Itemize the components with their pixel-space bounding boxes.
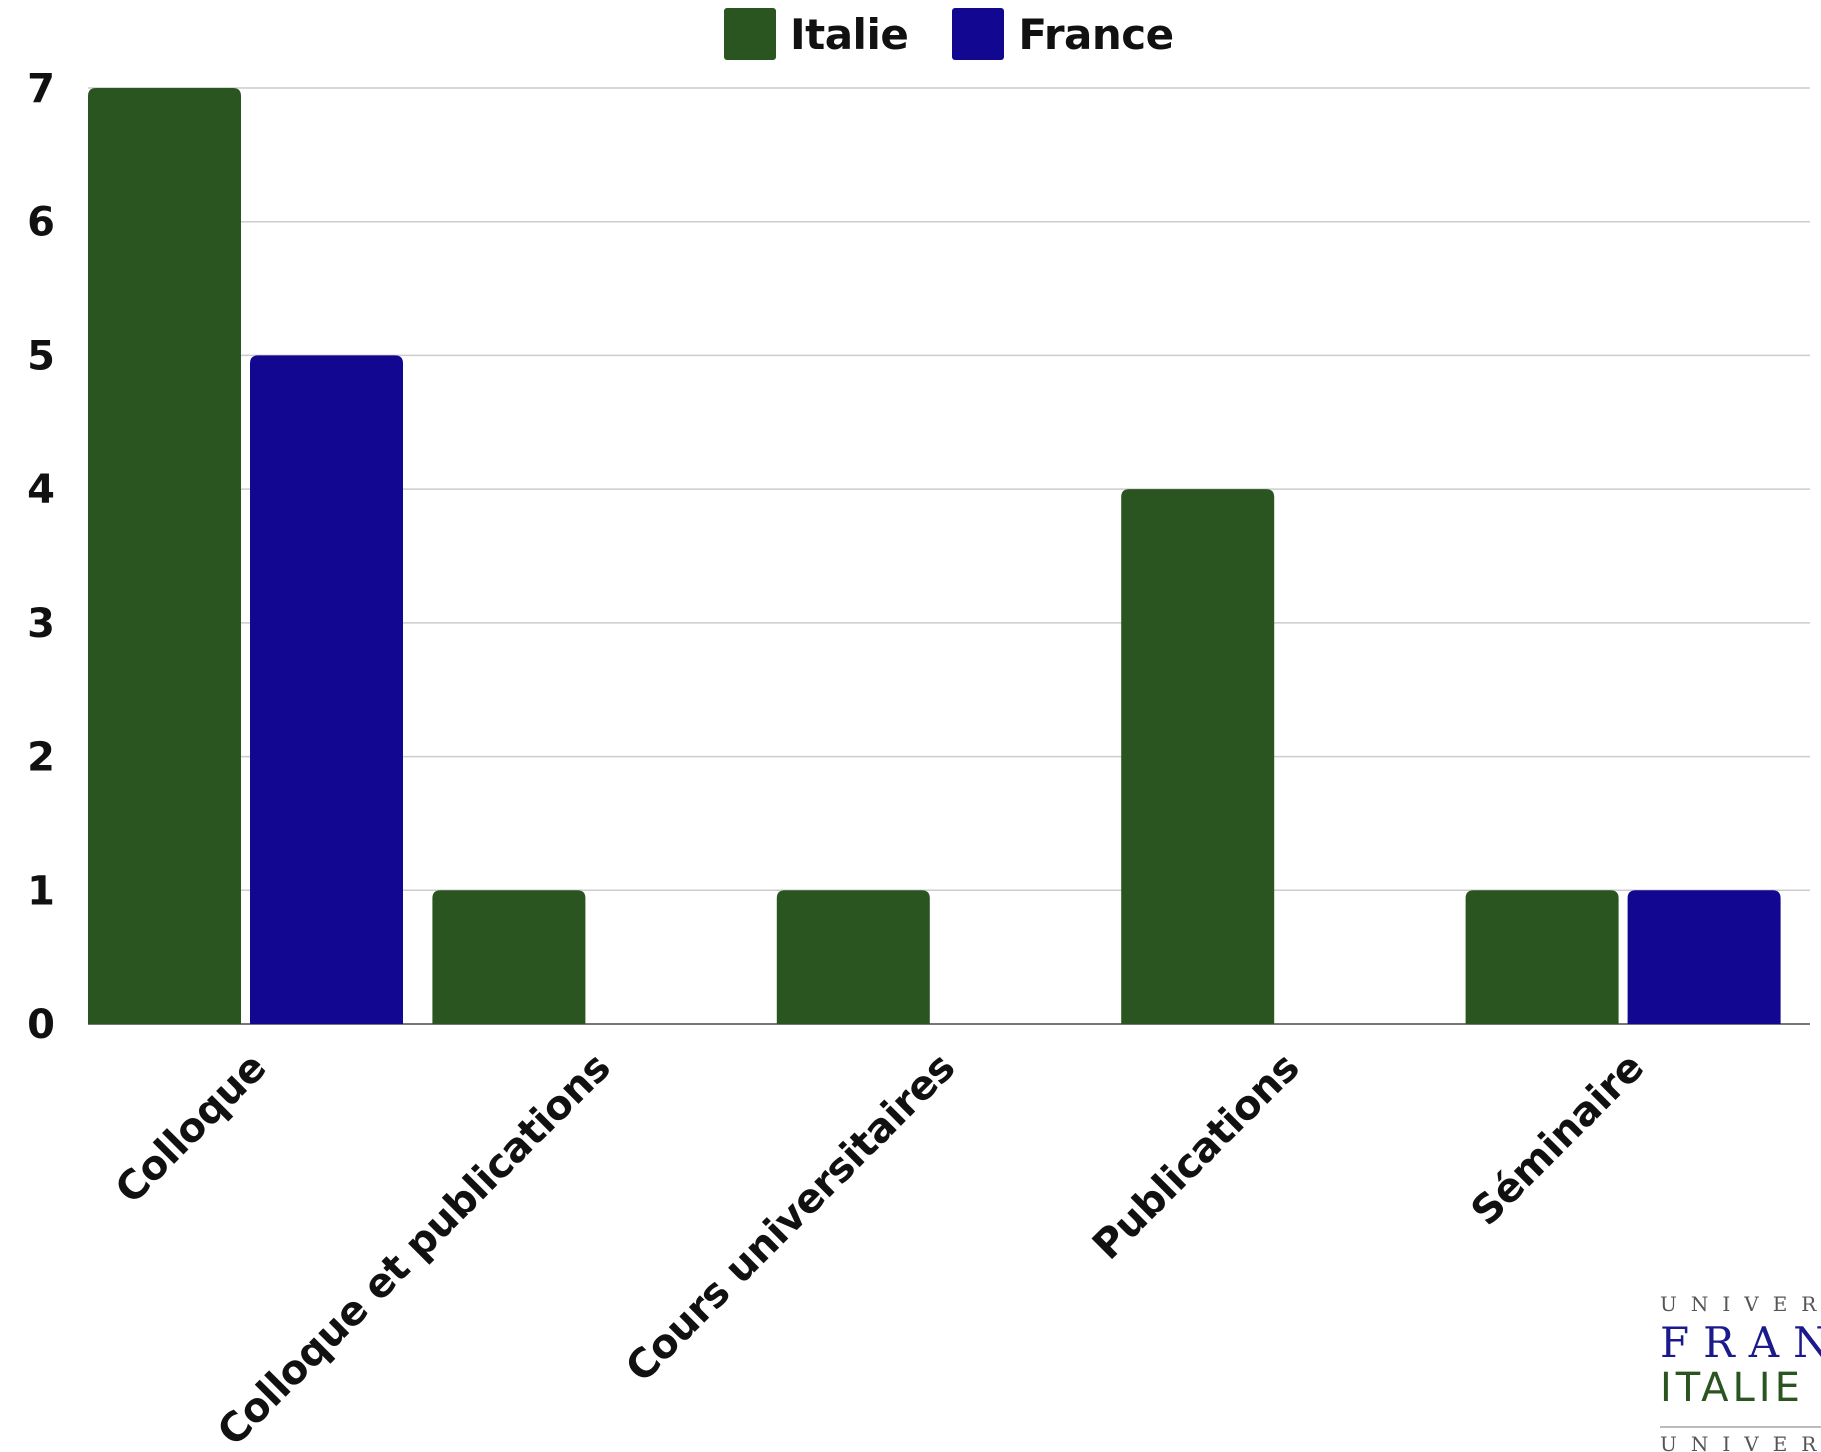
legend-item-italie: Italie <box>724 8 909 60</box>
bar-france-1 <box>250 355 403 1024</box>
bar-france-5 <box>1627 890 1781 1024</box>
logo-text-univer-bottom: UNIVER <box>1660 1432 1821 1452</box>
x-category-label-5: Séminaire <box>1463 1045 1653 1235</box>
logo-divider <box>1660 1426 1821 1428</box>
x-category-label-2: Colloque et publications <box>209 1045 620 1452</box>
legend-item-france: France <box>952 8 1174 60</box>
y-tick-label-3: 3 <box>27 601 55 647</box>
x-category-label-1: Colloque <box>107 1045 275 1213</box>
chart-legend: Italie France <box>724 8 1174 60</box>
y-tick-label-5: 5 <box>27 333 55 379</box>
x-category-label-3: Cours universitaires <box>617 1045 964 1392</box>
legend-label-italie: Italie <box>790 9 909 59</box>
y-tick-label-2: 2 <box>27 735 55 781</box>
bar-italie-1 <box>88 88 241 1024</box>
bar-italie-5 <box>1465 890 1619 1024</box>
university-logo: UNIVER FRAN ITALIE UNIVER <box>1660 1292 1821 1452</box>
logo-text-italie: ITALIE <box>1660 1365 1804 1411</box>
logo-text-fran: FRAN <box>1660 1318 1821 1367</box>
bar-italie-3 <box>776 890 930 1024</box>
bar-italie-2 <box>432 890 586 1024</box>
y-tick-label-6: 6 <box>27 200 55 246</box>
bar-italie-4 <box>1121 489 1275 1025</box>
legend-swatch-italie <box>724 8 776 60</box>
y-tick-label-4: 4 <box>27 467 55 513</box>
legend-label-france: France <box>1018 9 1174 59</box>
logo-text-univer-top: UNIVER <box>1660 1292 1821 1316</box>
y-tick-label-1: 1 <box>27 868 55 914</box>
y-tick-label-0: 0 <box>27 1002 55 1048</box>
x-category-label-4: Publications <box>1084 1045 1308 1269</box>
legend-swatch-france <box>952 8 1005 60</box>
y-tick-label-7: 7 <box>27 66 55 112</box>
